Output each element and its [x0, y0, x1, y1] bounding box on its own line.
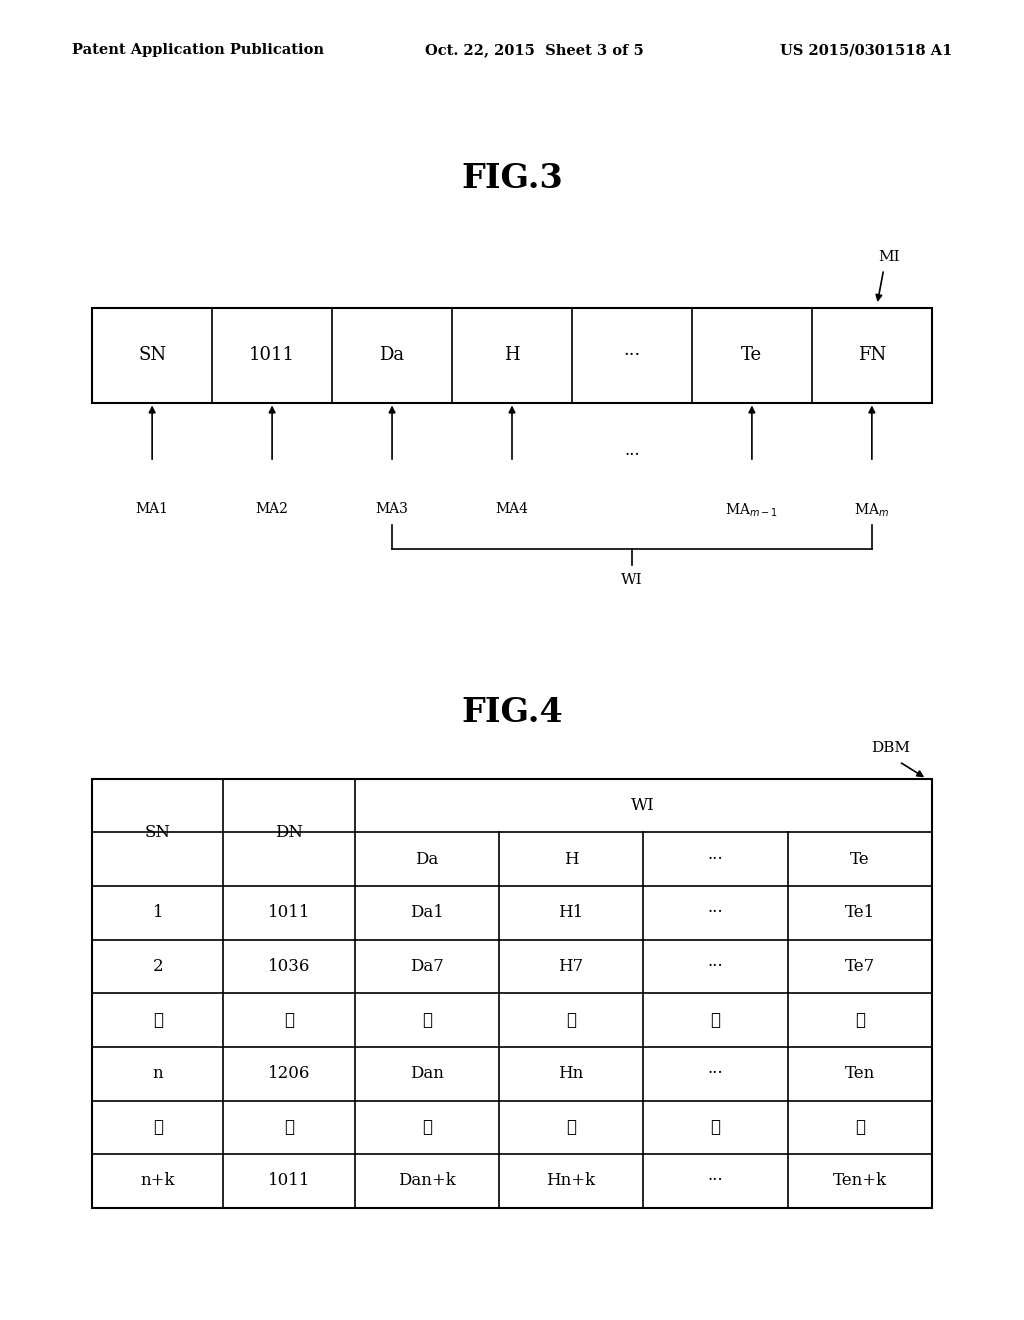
Text: 1011: 1011: [267, 1172, 310, 1189]
Text: ⋮: ⋮: [422, 1119, 432, 1137]
Text: 1036: 1036: [267, 958, 310, 975]
Text: US 2015/0301518 A1: US 2015/0301518 A1: [780, 44, 952, 57]
Text: MA4: MA4: [496, 502, 528, 516]
Text: ···: ···: [708, 958, 723, 975]
Text: WI: WI: [622, 573, 643, 587]
Bar: [92, 779, 932, 1208]
Text: Ten+k: Ten+k: [833, 1172, 887, 1189]
Text: Da: Da: [380, 346, 404, 364]
Text: Dan: Dan: [410, 1065, 443, 1082]
Text: ⋮: ⋮: [855, 1011, 864, 1028]
Text: ⋮: ⋮: [153, 1119, 163, 1137]
Text: n+k: n+k: [140, 1172, 175, 1189]
Text: Te: Te: [741, 346, 763, 364]
Text: Patent Application Publication: Patent Application Publication: [72, 44, 324, 57]
Text: ⋮: ⋮: [153, 1011, 163, 1028]
Text: H1: H1: [558, 904, 584, 921]
Text: MA$_m$: MA$_m$: [854, 502, 890, 519]
Text: 1011: 1011: [249, 346, 295, 364]
Text: Hn: Hn: [558, 1065, 584, 1082]
Bar: [92, 308, 932, 403]
Text: MI: MI: [878, 249, 900, 264]
Text: Da1: Da1: [410, 904, 443, 921]
Text: H: H: [504, 346, 520, 364]
Text: DN: DN: [275, 824, 303, 841]
Text: FN: FN: [858, 346, 886, 364]
Text: MA1: MA1: [135, 502, 169, 516]
Text: ···: ···: [708, 850, 723, 867]
Text: 2: 2: [153, 958, 163, 975]
Text: Te7: Te7: [845, 958, 874, 975]
Text: Te1: Te1: [845, 904, 874, 921]
Text: ···: ···: [708, 1172, 723, 1189]
Text: MA$_{m-1}$: MA$_{m-1}$: [725, 502, 778, 519]
Text: ⋮: ⋮: [422, 1011, 432, 1028]
Text: 1206: 1206: [267, 1065, 310, 1082]
Text: H7: H7: [558, 958, 584, 975]
Text: ⋮: ⋮: [566, 1119, 577, 1137]
Text: Hn+k: Hn+k: [547, 1172, 596, 1189]
Text: ···: ···: [624, 447, 640, 463]
Text: ⋮: ⋮: [711, 1011, 720, 1028]
Text: MA2: MA2: [256, 502, 289, 516]
Text: ⋮: ⋮: [566, 1011, 577, 1028]
Text: SN: SN: [144, 824, 171, 841]
Text: ⋮: ⋮: [284, 1119, 294, 1137]
Text: Da: Da: [415, 850, 438, 867]
Text: n: n: [153, 1065, 163, 1082]
Text: 1011: 1011: [267, 904, 310, 921]
Text: FIG.4: FIG.4: [461, 697, 563, 729]
Text: ⋮: ⋮: [284, 1011, 294, 1028]
Text: 1: 1: [153, 904, 163, 921]
Text: DBM: DBM: [871, 741, 910, 755]
Text: FIG.3: FIG.3: [461, 162, 563, 195]
Text: SN: SN: [138, 346, 166, 364]
Text: H: H: [564, 850, 579, 867]
Text: Dan+k: Dan+k: [398, 1172, 456, 1189]
Text: MA3: MA3: [376, 502, 409, 516]
Text: ⋮: ⋮: [855, 1119, 864, 1137]
Text: ···: ···: [708, 904, 723, 921]
Text: Te: Te: [850, 850, 869, 867]
Text: WI: WI: [632, 797, 655, 814]
Text: ···: ···: [708, 1065, 723, 1082]
Text: ⋮: ⋮: [711, 1119, 720, 1137]
Text: Ten: Ten: [845, 1065, 874, 1082]
Text: Da7: Da7: [410, 958, 443, 975]
Text: ···: ···: [624, 346, 641, 364]
Text: Oct. 22, 2015  Sheet 3 of 5: Oct. 22, 2015 Sheet 3 of 5: [425, 44, 644, 57]
